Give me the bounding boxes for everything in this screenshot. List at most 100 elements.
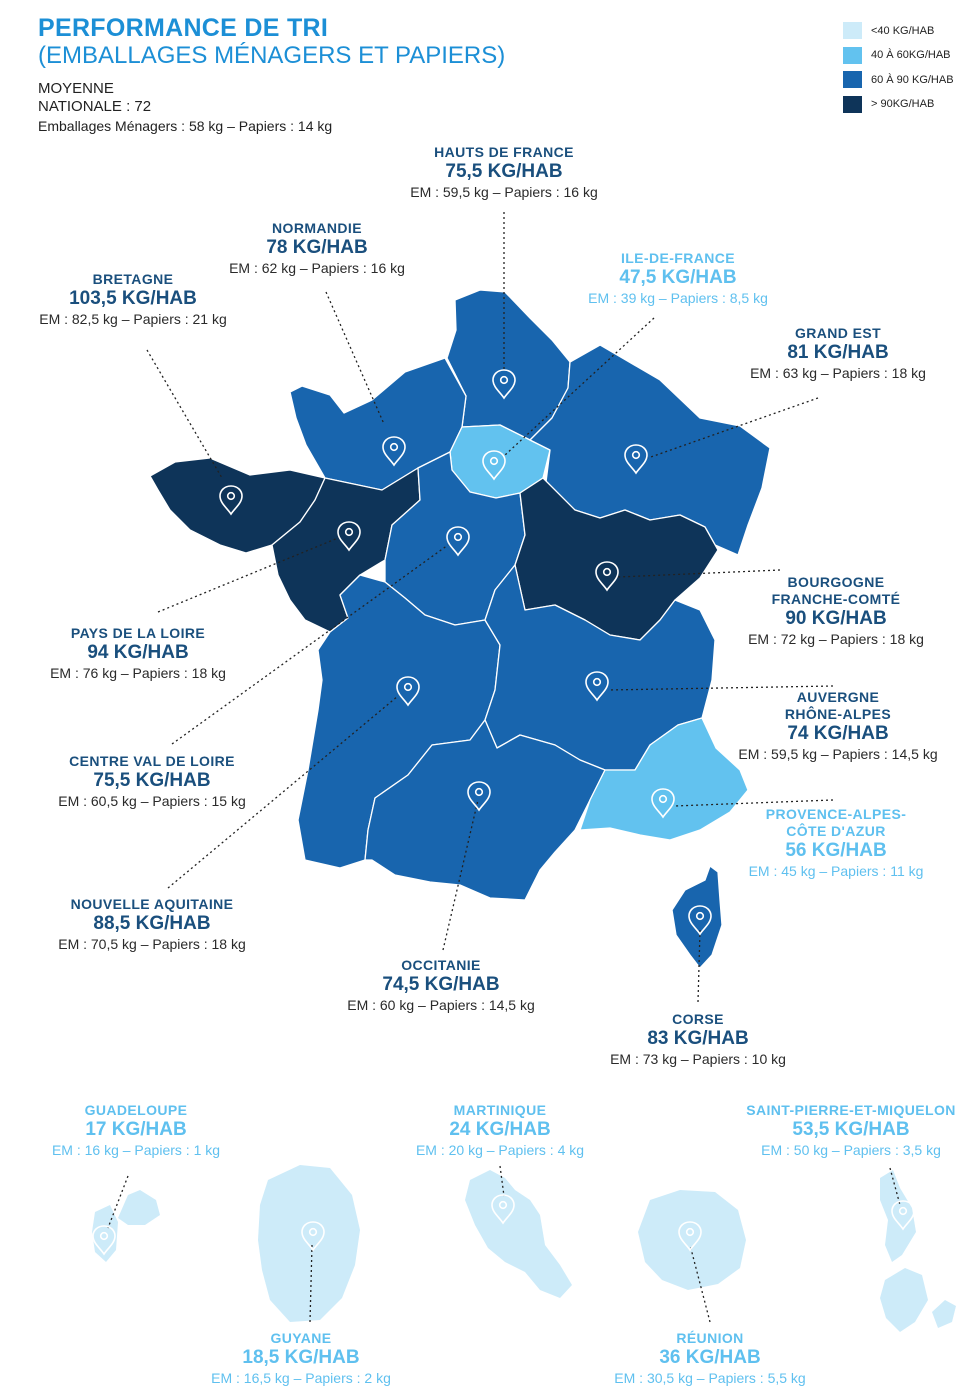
region-name: BOURGOGNE xyxy=(787,574,885,590)
region-value: 47,5 KG/HAB xyxy=(619,267,737,288)
national-average-line-1: MOYENNE xyxy=(38,80,114,97)
national-average-line-2: NATIONALE : 72 xyxy=(38,98,152,115)
region-value: 81 KG/HAB xyxy=(787,342,889,363)
region-name: GUADELOUPE xyxy=(84,1102,188,1118)
region-label-pays-de-la-loire: PAYS DE LA LOIRE 94 KG/HAB EM : 76 kg – … xyxy=(50,625,226,683)
region-name: PROVENCE-ALPES- xyxy=(765,806,907,822)
region-detail: EM : 76 kg – Papiers : 18 kg xyxy=(50,665,226,681)
region-detail: EM : 70,5 kg – Papiers : 18 kg xyxy=(58,936,246,952)
region-name: GUYANE xyxy=(270,1330,332,1346)
region-detail: EM : 60,5 kg – Papiers : 15 kg xyxy=(58,793,246,809)
region-detail: EM : 16,5 kg – Papiers : 2 kg xyxy=(211,1370,391,1386)
national-average-label: MOYENNE NATIONALE : 72 xyxy=(38,80,505,116)
region-value: 90 KG/HAB xyxy=(785,608,887,629)
region-label-normandie: NORMANDIE 78 KG/HAB EM : 62 kg – Papiers… xyxy=(229,220,405,278)
region-name: OCCITANIE xyxy=(401,957,481,973)
region-name: RÉUNION xyxy=(676,1330,744,1346)
region-detail: EM : 60 kg – Papiers : 14,5 kg xyxy=(347,997,535,1013)
region-label-guyane: GUYANE 18,5 KG/HAB EM : 16,5 kg – Papier… xyxy=(211,1330,391,1388)
region-label-bretagne: BRETAGNE 103,5 KG/HAB EM : 82,5 kg – Pap… xyxy=(39,271,227,329)
region-name: GRAND EST xyxy=(794,325,882,341)
region-value: 83 KG/HAB xyxy=(647,1028,749,1049)
region-label-martinique: MARTINIQUE 24 KG/HAB EM : 20 kg – Papier… xyxy=(416,1102,584,1160)
region-value: 75,5 KG/HAB xyxy=(93,770,211,791)
region-shape-martinique xyxy=(465,1170,572,1298)
region-value: 88,5 KG/HAB xyxy=(93,913,211,934)
region-name: PAYS DE LA LOIRE xyxy=(70,625,206,641)
leader-line xyxy=(673,799,834,807)
leader-line xyxy=(617,569,781,578)
legend-swatch xyxy=(843,46,862,64)
region-value: 56 KG/HAB xyxy=(785,840,887,861)
leader-line xyxy=(689,1244,711,1323)
leader-line xyxy=(146,349,223,479)
region-value: 18,5 KG/HAB xyxy=(242,1347,360,1368)
region-label-auvergne-rhone-alpes: AUVERGNE RHÔNE-ALPES 74 KG/HAB EM : 59,5… xyxy=(738,689,937,764)
legend-swatch xyxy=(843,71,862,88)
legend-label: 60 À 90 KG/HAB xyxy=(871,73,954,86)
region-value: 75,5 KG/HAB xyxy=(445,161,563,182)
region-shape-reunion xyxy=(638,1190,746,1290)
region-detail: EM : 39 kg – Papiers : 8,5 kg xyxy=(588,290,768,306)
leader-line xyxy=(889,1167,901,1206)
region-label-occitanie: OCCITANIE 74,5 KG/HAB EM : 60 kg – Papie… xyxy=(347,957,535,1015)
legend-item: > 90KG/HAB xyxy=(843,95,954,113)
page-subtitle: (EMBALLAGES MÉNAGERS ET PAPIERS) xyxy=(38,42,506,69)
legend-label: 40 À 60KG/HAB xyxy=(871,49,951,61)
region-name: NOUVELLE AQUITAINE xyxy=(70,896,234,912)
legend-item: 40 À 60KG/HAB xyxy=(843,46,954,64)
region-label-centre-val-de-loire: CENTRE VAL DE LOIRE 75,5 KG/HAB EM : 60,… xyxy=(58,753,246,811)
region-value: 24 KG/HAB xyxy=(449,1119,551,1140)
region-shape-paca xyxy=(579,717,749,841)
leader-line xyxy=(442,799,479,951)
legend-item: 60 À 90 KG/HAB xyxy=(843,71,954,88)
region-shape-occitanie xyxy=(364,719,606,901)
region-detail: EM : 45 kg – Papiers : 11 kg xyxy=(748,863,924,879)
region-name: ILE-DE-FRANCE xyxy=(620,250,736,266)
region-name: AUVERGNE xyxy=(796,689,880,705)
region-value: 53,5 KG/HAB xyxy=(792,1119,910,1140)
region-name: HAUTS DE FRANCE xyxy=(434,144,574,160)
region-name: BRETAGNE xyxy=(92,271,174,287)
map-header: PERFORMANCE DE TRI (EMBALLAGES MÉNAGERS … xyxy=(38,14,505,136)
region-label-corse: CORSE 83 KG/HAB EM : 73 kg – Papiers : 1… xyxy=(610,1011,786,1069)
region-label-hauts-de-france: HAUTS DE FRANCE 75,5 KG/HAB EM : 59,5 kg… xyxy=(410,144,598,202)
legend-swatch xyxy=(843,22,862,39)
region-shape-saint-pierre-et-miquelon xyxy=(880,1170,956,1332)
region-shape-normandie xyxy=(289,357,467,491)
legend-item: <40 KG/HAB xyxy=(843,22,954,39)
region-name: SAINT-PIERRE-ET-MIQUELON xyxy=(746,1102,956,1118)
region-detail: EM : 16 kg – Papiers : 1 kg xyxy=(51,1142,221,1158)
region-name: NORMANDIE xyxy=(272,220,362,236)
legend-swatch xyxy=(843,95,862,113)
region-label-saint-pierre-et-miquelon: SAINT-PIERRE-ET-MIQUELON 53,5 KG/HAB EM … xyxy=(746,1102,956,1160)
leader-line xyxy=(647,397,819,459)
region-detail: EM : 63 kg – Papiers : 18 kg xyxy=(750,365,926,381)
region-value: 17 KG/HAB xyxy=(85,1119,187,1140)
leader-line xyxy=(325,291,385,425)
region-detail: EM : 62 kg – Papiers : 16 kg xyxy=(229,260,405,276)
region-label-nouvelle-aquitaine: NOUVELLE AQUITAINE 88,5 KG/HAB EM : 70,5… xyxy=(58,896,246,954)
region-label-ile-de-france: ILE-DE-FRANCE 47,5 KG/HAB EM : 39 kg – P… xyxy=(588,250,768,308)
region-shape-guadeloupe xyxy=(92,1190,160,1262)
region-label-bourgogne-franche-comte: BOURGOGNE FRANCHE-COMTÉ 90 KG/HAB EM : 7… xyxy=(748,574,924,649)
region-name: CENTRE VAL DE LOIRE xyxy=(69,753,235,769)
region-value: 74 KG/HAB xyxy=(787,723,889,744)
leader-line xyxy=(107,1175,129,1229)
leader-line xyxy=(499,1165,505,1197)
region-detail: EM : 73 kg – Papiers : 10 kg xyxy=(610,1051,786,1067)
region-value: 94 KG/HAB xyxy=(87,642,189,663)
region-detail: EM : 20 kg – Papiers : 4 kg xyxy=(415,1142,585,1158)
region-label-reunion: RÉUNION 36 KG/HAB EM : 30,5 kg – Papiers… xyxy=(614,1330,805,1388)
page-title: PERFORMANCE DE TRI xyxy=(38,14,329,42)
region-detail: EM : 50 kg – Papiers : 3,5 kg xyxy=(761,1142,941,1158)
region-label-guadeloupe: GUADELOUPE 17 KG/HAB EM : 16 kg – Papier… xyxy=(52,1102,220,1160)
region-name: MARTINIQUE xyxy=(453,1102,547,1118)
national-average-detail: Emballages Ménagers : 58 kg – Papiers : … xyxy=(38,118,333,134)
legend-label: <40 KG/HAB xyxy=(871,24,935,37)
region-name-line-2: RHÔNE-ALPES xyxy=(784,706,892,722)
region-name-line-2: FRANCHE-COMTÉ xyxy=(771,591,901,607)
region-label-paca: PROVENCE-ALPES- CÔTE D'AZUR 56 KG/HAB EM… xyxy=(749,806,924,881)
region-detail: EM : 30,5 kg – Papiers : 5,5 kg xyxy=(614,1370,806,1386)
